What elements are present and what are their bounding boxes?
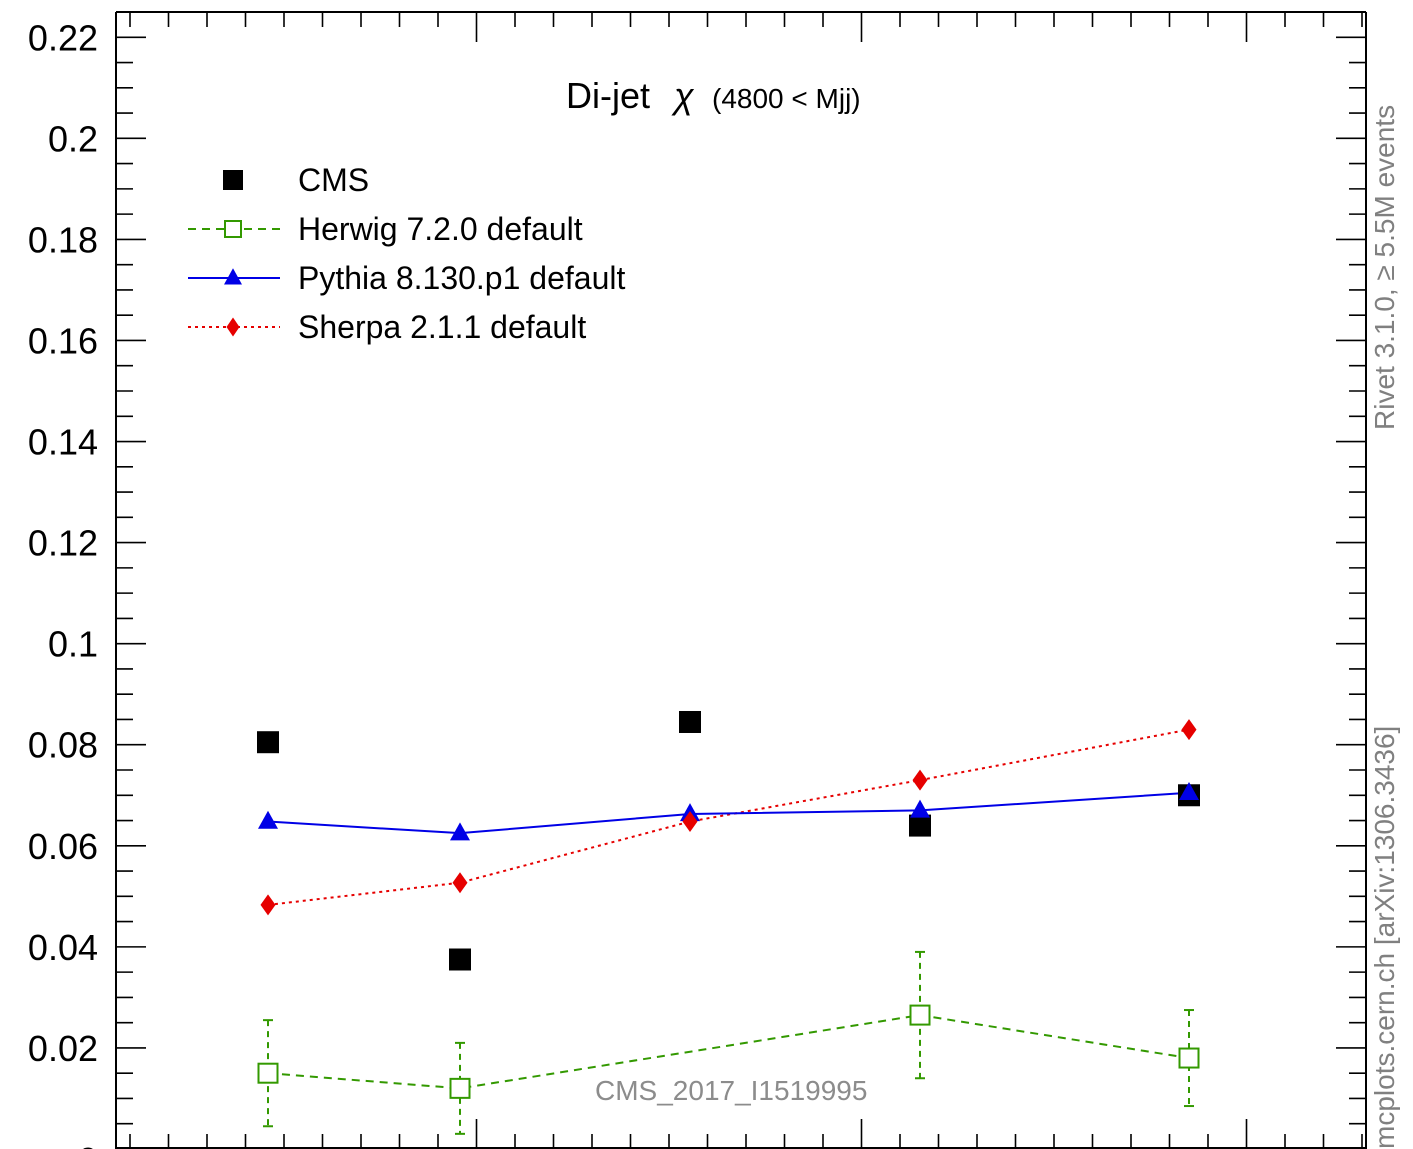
herwig-point [1178,1047,1200,1069]
herwig-point [449,1077,471,1099]
y-tick-label: 0.16 [28,320,98,361]
y-tick-label: 0.1 [48,624,98,665]
cms-point [449,948,471,971]
legend-cms-marker [223,170,243,190]
chart-title-symbol: χ [671,75,695,116]
herwig-line [267,1014,1190,1090]
legend-label: Herwig 7.2.0 default [298,211,583,247]
legend-label: Pythia 8.130.p1 default [298,260,625,296]
cms-point [257,731,279,754]
legend-herwig-marker [224,220,242,238]
y-tick-label: 0.2 [48,118,98,159]
x-axis-ticks [129,12,1363,1149]
y-tick-label: 0.06 [28,826,98,867]
sherpa-point [260,894,276,916]
sherpa-point [912,769,928,791]
cms-point [909,814,931,837]
sherpa-point [452,872,468,894]
y-tick-label: 0.12 [28,523,98,564]
analysis-watermark: CMS_2017_I1519995 [595,1075,867,1106]
legend-sherpa-marker [226,317,240,337]
y-tick-label: 0.08 [28,725,98,766]
sherpa-point [1181,719,1197,741]
plot-frame [115,11,1367,1149]
y-tick-label: 0.04 [28,927,98,968]
pythia-line [267,791,1190,835]
chart-title: Di-jet χ (4800 < Mjj) [566,75,861,116]
y-tick-label: 0.18 [28,219,98,260]
data-marks [257,710,1200,1135]
pythia-point [1179,781,1199,800]
herwig-point [909,1004,931,1026]
legend-label: CMS [298,162,369,198]
cms-point [679,710,701,733]
herwig-point [257,1062,279,1084]
chart-title-sub: (4800 < Mjj) [712,83,861,114]
mcplots-source-label: mcplots.cern.ch [arXiv:1306.3436] [1369,726,1400,1149]
rivet-version-label: Rivet 3.1.0, ≥ 5.5M events [1369,105,1400,430]
pythia-point [910,799,930,818]
sherpa-point [682,811,698,833]
pythia-point [450,822,470,841]
y-tick-label: 0.22 [28,17,98,58]
sherpa-line [267,728,1190,906]
pythia-point [258,810,278,829]
y-tick-label: 0 [78,1140,98,1149]
chart-title-main: Di-jet [566,75,650,116]
legend: CMS Herwig 7.2.0 default Pythia 8.130.p1 d… [188,162,625,345]
legend-pythia-marker [224,268,242,285]
y-tick-label: 0.14 [28,422,98,463]
y-tick-label: 0.02 [28,1028,98,1069]
y-axis-ticks: 0.22 0.2 0.18 0.16 0.14 0.12 0.1 0.08 0.06 0.04 0.… [28,11,1366,1149]
legend-label: Sherpa 2.1.1 default [298,309,586,345]
